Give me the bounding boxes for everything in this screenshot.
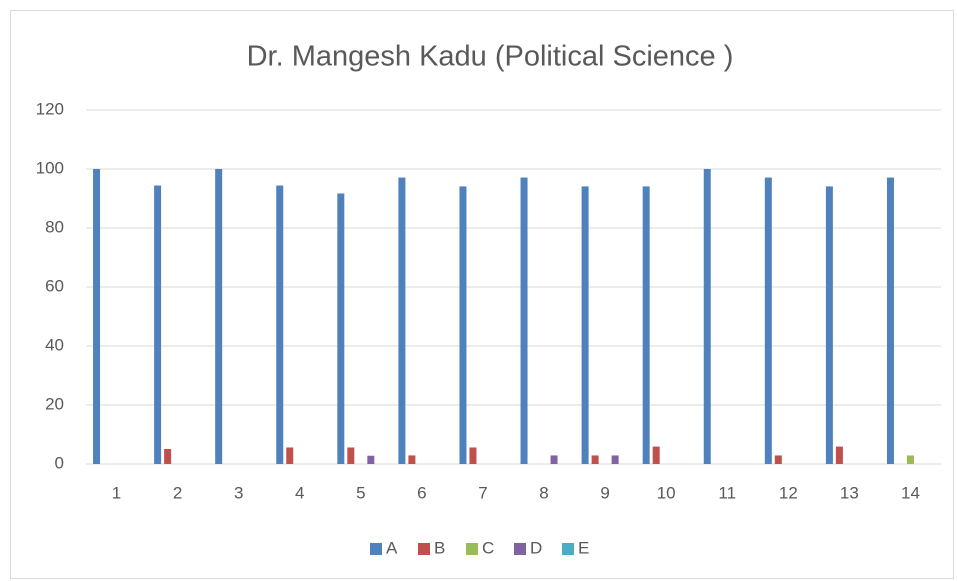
x-tick-label: 9 (600, 483, 609, 502)
legend-label: D (530, 538, 542, 557)
bar (286, 447, 294, 464)
x-tick-label: 3 (234, 483, 243, 502)
x-tick-label: 12 (779, 483, 798, 502)
bar (469, 447, 477, 464)
x-tick-label: 5 (356, 483, 365, 502)
bar (906, 455, 914, 464)
bar (652, 446, 660, 464)
y-tick-label: 120 (36, 99, 64, 118)
bar (337, 193, 345, 465)
bar (611, 455, 619, 464)
x-tick-label: 7 (478, 483, 487, 502)
y-tick-label: 40 (45, 335, 64, 354)
x-tick-label: 2 (173, 483, 182, 502)
x-tick-label: 4 (295, 483, 304, 502)
bar (164, 448, 172, 464)
chart-border (10, 10, 954, 579)
bar (408, 455, 416, 464)
bar (154, 185, 162, 464)
bar (642, 186, 650, 464)
legend-swatch (370, 543, 382, 555)
bar (703, 169, 711, 464)
legend-swatch (562, 543, 574, 555)
x-tick-label: 1 (112, 483, 121, 502)
y-tick-label: 60 (45, 276, 64, 295)
bar (825, 186, 833, 464)
bar (367, 455, 375, 464)
bar (215, 169, 223, 464)
bar (276, 185, 284, 464)
legend-label: E (578, 538, 589, 557)
bar (398, 177, 406, 464)
bar (93, 169, 101, 464)
bar (774, 455, 782, 464)
bar (764, 177, 772, 464)
bar (581, 186, 589, 464)
x-tick-label: 8 (539, 483, 548, 502)
bar (520, 177, 528, 464)
legend-swatch (466, 543, 478, 555)
bar (347, 447, 355, 464)
legend-swatch (514, 543, 526, 555)
x-tick-label: 6 (417, 483, 426, 502)
bar (550, 455, 558, 464)
bar (835, 446, 843, 464)
y-tick-label: 80 (45, 217, 64, 236)
y-tick-label: 0 (55, 453, 64, 472)
legend-label: B (434, 538, 445, 557)
bar (459, 186, 467, 464)
legend-label: C (482, 538, 494, 557)
bar (591, 455, 599, 464)
legend-swatch (418, 543, 430, 555)
x-tick-label: 10 (657, 483, 676, 502)
x-tick-label: 14 (901, 483, 920, 502)
legend-label: A (386, 538, 398, 557)
x-tick-label: 11 (718, 483, 736, 502)
y-tick-label: 100 (36, 158, 64, 177)
bar (886, 177, 894, 464)
chart-title: Dr. Mangesh Kadu (Political Science ) (247, 41, 734, 73)
y-tick-label: 20 (45, 394, 64, 413)
x-tick-label: 13 (840, 483, 859, 502)
